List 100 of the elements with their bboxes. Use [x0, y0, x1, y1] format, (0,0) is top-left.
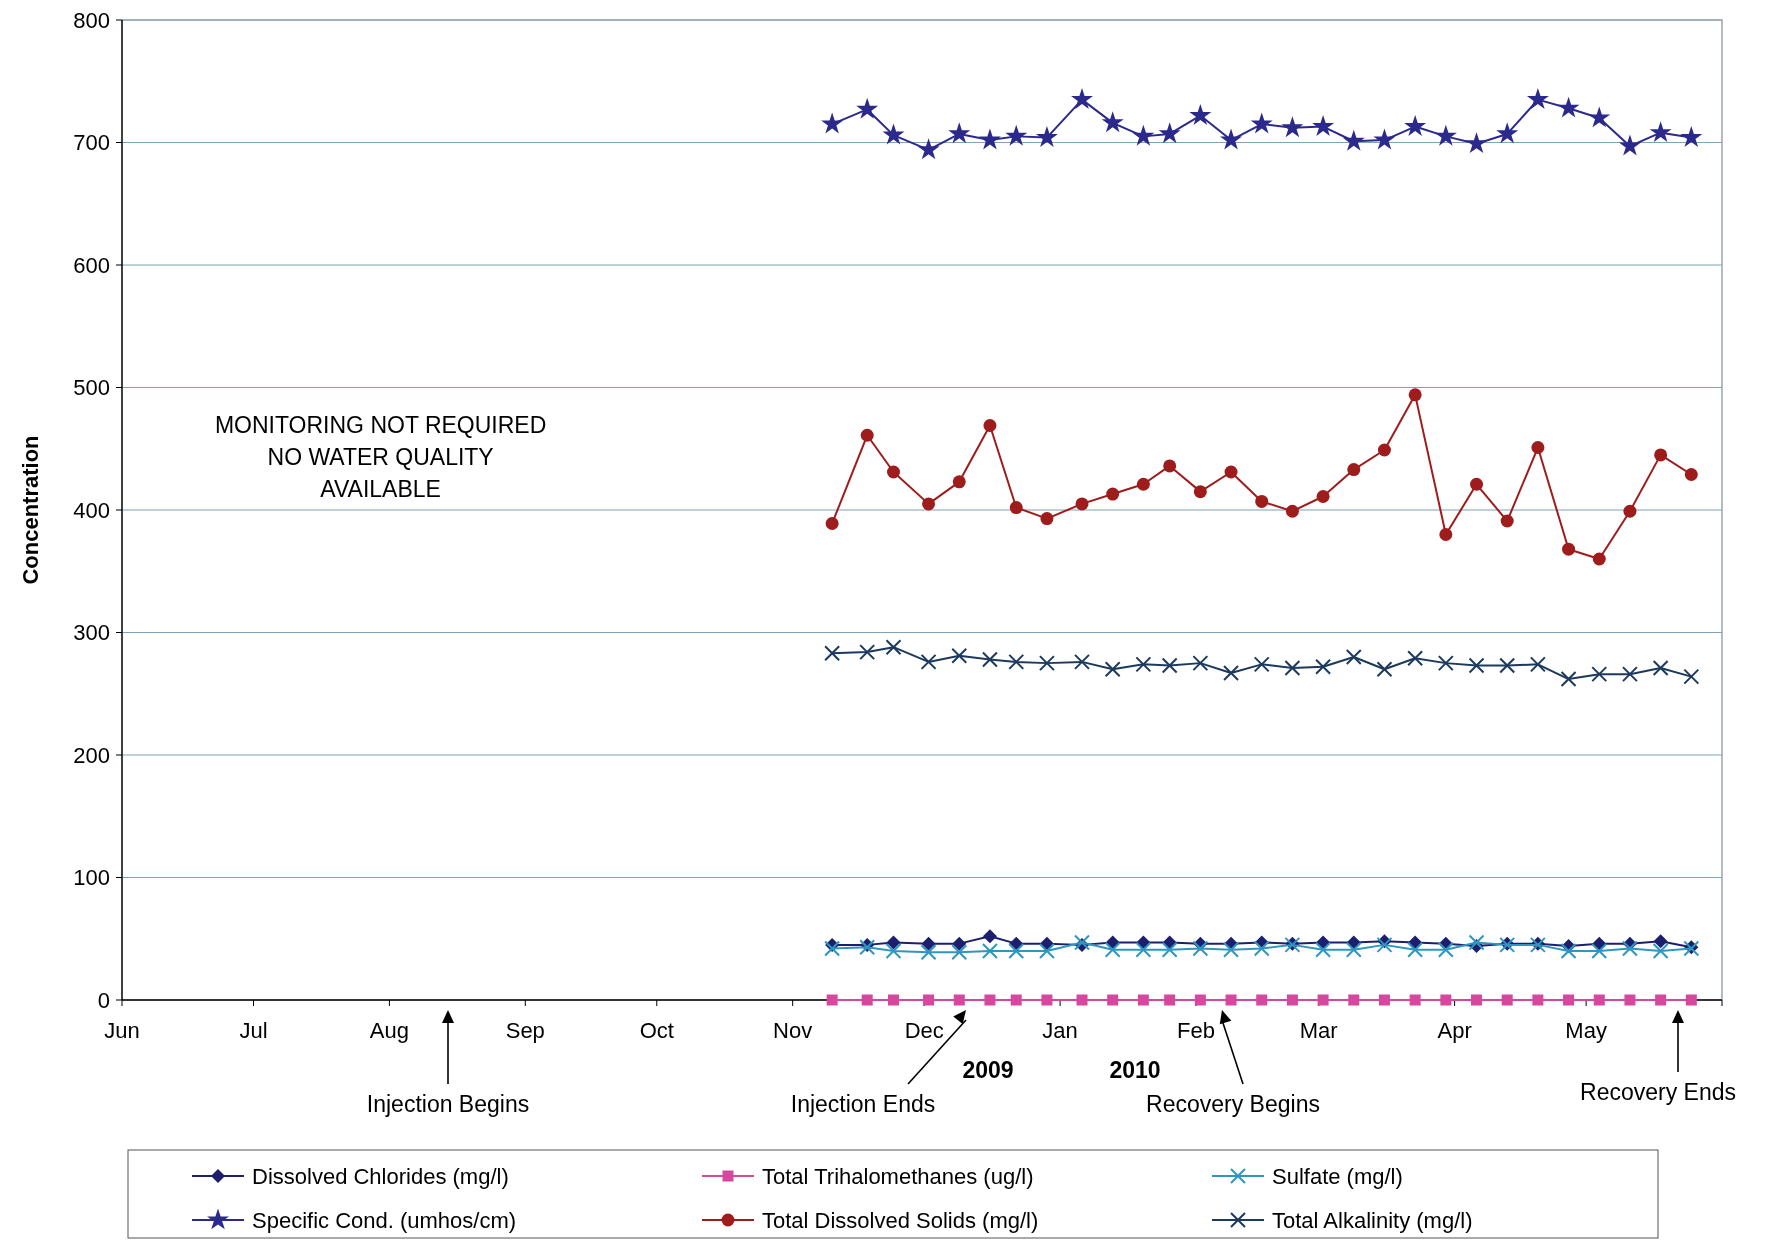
point — [1284, 660, 1301, 677]
point — [1685, 994, 1697, 1006]
point — [1316, 490, 1330, 504]
point — [1224, 465, 1238, 479]
point — [1250, 112, 1273, 134]
point — [1560, 943, 1577, 959]
point — [882, 123, 905, 145]
point — [1532, 994, 1544, 1006]
point — [1526, 88, 1549, 109]
point — [885, 639, 902, 656]
point — [1101, 111, 1124, 133]
legend-label: Sulfate (mg/l) — [1272, 1163, 1403, 1189]
point — [1621, 940, 1638, 957]
x-tick-label: Nov — [773, 1018, 813, 1043]
point — [953, 994, 965, 1006]
point — [921, 936, 936, 951]
point — [861, 994, 873, 1006]
point — [1407, 650, 1424, 667]
point — [984, 994, 996, 1006]
y-axis-title: Concentration — [18, 435, 43, 585]
point — [1652, 943, 1669, 959]
point — [1501, 994, 1513, 1006]
point — [923, 994, 935, 1006]
point — [1529, 656, 1546, 673]
legend-label: Total Alkalinity (mg/l) — [1272, 1207, 1473, 1233]
point — [1593, 994, 1605, 1006]
point — [1562, 542, 1576, 556]
point — [1041, 994, 1053, 1006]
point — [1225, 994, 1237, 1006]
point — [952, 936, 967, 951]
point — [983, 418, 997, 432]
point — [1378, 994, 1390, 1006]
point — [1345, 649, 1362, 665]
point — [1591, 943, 1608, 959]
point — [1652, 660, 1669, 677]
point — [1434, 124, 1457, 146]
point — [1560, 671, 1577, 688]
point — [1592, 552, 1606, 566]
x-tick-label: Apr — [1437, 1018, 1472, 1043]
point — [1500, 514, 1514, 528]
point — [978, 128, 1001, 150]
text: 2009 — [962, 1057, 1014, 1083]
x-tick-label: Dec — [904, 1018, 944, 1043]
point — [824, 645, 841, 662]
point — [1286, 994, 1298, 1006]
point — [1074, 653, 1090, 670]
text: Injection Ends — [790, 1091, 936, 1117]
point — [1132, 124, 1155, 146]
point — [981, 943, 998, 959]
point — [1038, 943, 1055, 959]
x-tick-label: Jul — [239, 1018, 268, 1043]
point — [1624, 994, 1636, 1006]
point — [1040, 512, 1054, 526]
point — [1107, 994, 1119, 1006]
point — [1653, 934, 1668, 949]
legend-label: Total Dissolved Solids (mg/l) — [762, 1207, 1039, 1233]
point — [1342, 129, 1365, 151]
point — [1373, 128, 1396, 150]
point — [1189, 103, 1212, 125]
point — [1281, 116, 1304, 138]
point — [859, 939, 876, 956]
point — [1470, 477, 1484, 491]
point — [1683, 668, 1700, 685]
point — [1285, 504, 1299, 518]
point — [1684, 467, 1698, 481]
point — [1163, 459, 1177, 473]
point — [1005, 124, 1028, 146]
point — [982, 929, 997, 944]
point — [1164, 994, 1176, 1006]
point — [1496, 122, 1519, 144]
point — [1376, 661, 1393, 678]
point — [1465, 132, 1488, 154]
x-tick-label: Oct — [639, 1018, 674, 1043]
point — [1192, 940, 1209, 957]
point — [1468, 934, 1485, 951]
point — [1649, 121, 1672, 143]
point — [1009, 501, 1023, 515]
point — [1136, 477, 1150, 491]
point — [1591, 666, 1608, 683]
y-tick-label: 400 — [73, 497, 110, 523]
point — [1345, 941, 1362, 958]
point — [1161, 941, 1178, 958]
y-tick-label: 500 — [73, 375, 110, 401]
point — [1471, 994, 1483, 1006]
point — [981, 651, 998, 668]
point — [1623, 504, 1637, 518]
point — [1588, 106, 1611, 128]
x-tick-label: May — [1565, 1018, 1607, 1043]
point — [1557, 96, 1580, 118]
point — [1376, 936, 1393, 953]
y-tick-label: 600 — [73, 252, 110, 278]
point — [1106, 487, 1120, 501]
point — [1409, 994, 1421, 1006]
point — [1104, 661, 1121, 678]
point — [917, 138, 940, 160]
point — [1008, 653, 1025, 670]
text: Injection Begins — [366, 1091, 530, 1117]
point — [1408, 388, 1422, 402]
point — [821, 112, 844, 134]
point — [1253, 940, 1270, 957]
